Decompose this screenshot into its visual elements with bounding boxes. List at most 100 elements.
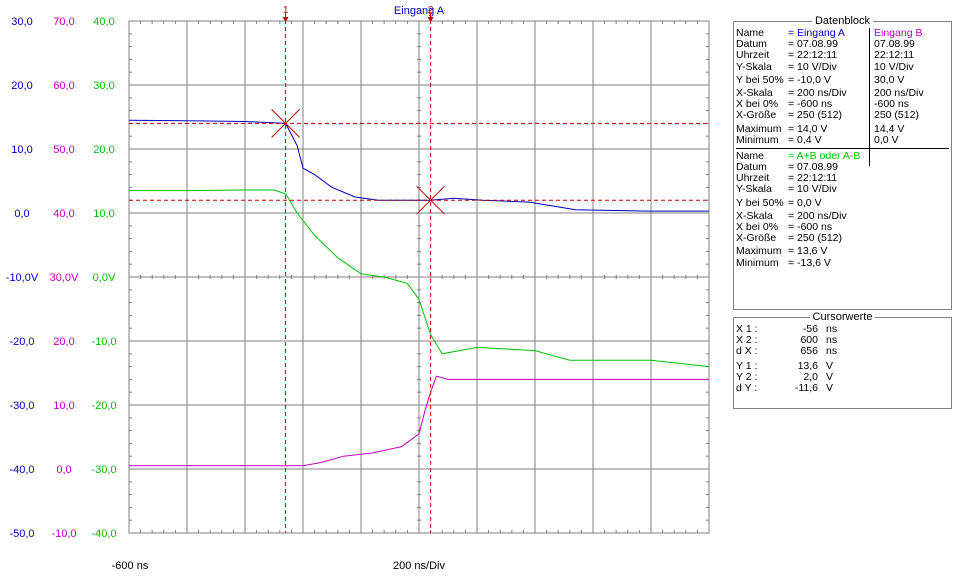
value-eingang-a: = 22:12:11 (788, 49, 838, 62)
value-eingang-a: = Eingang A (788, 27, 845, 39)
row-label: Maximum (736, 245, 782, 258)
row-label: X bei 0% (736, 98, 779, 111)
cursor-row-unit: ns (826, 334, 838, 347)
value-a-plus-b: = 13,6 V (788, 245, 828, 258)
value-eingang-a: = -10,0 V (788, 73, 831, 86)
axis-a-tick-label: -30,0 (9, 400, 34, 412)
cursor-1-marker (282, 17, 289, 22)
value-eingang-a: = 200 ns/Div (788, 86, 847, 99)
axis-ab-tick-label: 20,0 (93, 144, 114, 156)
datenblock-row: Uhrzeit = 22:12:11 22:12:11 (736, 50, 949, 61)
axis-b-tick-label: 10,0 (53, 400, 74, 412)
cursor-2-marker (427, 17, 434, 22)
axis-a-tick-label: -40,0 (9, 464, 34, 476)
datenblock-row: X-Größe = 250 (512) 250 (512) (736, 110, 949, 121)
axis-ab-tick-label: -40,0 (91, 528, 116, 540)
datenblock-row: Maximum = 14,0 V 14,4 V (736, 122, 949, 135)
cursor-row-label: X 2 : (736, 334, 758, 347)
value-a-plus-b: = 10 V/Div (788, 183, 837, 196)
datenblock-row-ab: Maximum = 13,6 V (736, 246, 949, 257)
value-eingang-a: = 14,0 V (788, 122, 828, 135)
axis-a-tick-label: -10,0V (6, 272, 39, 284)
trace-title: Eingang A (394, 5, 445, 17)
datenblock-section-a: Name = Eingang A Eingang B Datum = 07.08.99 0… (736, 27, 949, 269)
value-eingang-a: = 250 (512) (788, 109, 842, 122)
value-a-plus-b: = 07.08.99 (788, 161, 838, 174)
value-eingang-b: 250 (512) (874, 109, 919, 122)
cursorwerte-row: Y 1 : 13,6 V (736, 359, 949, 372)
cursor-row-value: 600 (800, 334, 818, 347)
value-eingang-a: = 10 V/Div (788, 60, 837, 73)
row-label: Y bei 50% (736, 196, 784, 209)
axis-ab-tick-label: 40,0 (93, 16, 114, 28)
value-eingang-b: 14,4 V (874, 122, 905, 135)
value-eingang-b: 200 ns/Div (874, 86, 924, 99)
cursor-2-label: 2 (428, 5, 434, 16)
cursor-row-value: 656 (800, 345, 818, 358)
cursorwerte-row: X 1 : -56 ns (736, 323, 949, 335)
row-label: X-Größe (736, 109, 777, 122)
datenblock-row: Y bei 50% = -10,0 V 30,0 V (736, 73, 949, 86)
cursor-row-label: d Y : (736, 381, 758, 394)
cursor-row-value: 13,6 (797, 359, 818, 372)
datenblock-panel: Datenblock Name = Eingang A Eingang B Datum… (733, 15, 952, 310)
axis-ab-tick-label: 30,0 (93, 80, 114, 92)
cursorwerte-panel: Cursorwerte X 1 : -56 ns X 2 : 600 ns d X : 656… (733, 311, 952, 409)
axis-a-tick-label: 30,0 (11, 16, 32, 28)
axis-a-tick-label: 10,0 (11, 144, 32, 156)
section-divider (736, 147, 949, 149)
cursorwerte-title: Cursorwerte (809, 311, 876, 323)
value-eingang-a: = -600 ns (788, 98, 833, 111)
axis-a-tick-label: 20,0 (11, 80, 32, 92)
axis-b-tick-label: 0,0 (56, 464, 71, 476)
row-label: Minimum (736, 133, 779, 146)
datenblock-row: Y-Skala = 10 V/Div 10 V/Div (736, 60, 949, 73)
cursor-row-value: -11,6 (794, 381, 818, 394)
datenblock-row-ab: X-Größe = 250 (512) (736, 232, 949, 245)
datenblock-row-ab: Name = A+B oder A-B (736, 149, 949, 162)
value-eingang-b: 07.08.99 (874, 38, 915, 51)
value-eingang-b: -600 ns (874, 98, 910, 111)
datenblock-row: X bei 0% = -600 ns -600 ns (736, 98, 949, 111)
value-a-plus-b: = -13,6 V (788, 256, 831, 269)
row-label: Y bei 50% (736, 73, 784, 86)
row-label: X bei 0% (736, 221, 779, 233)
datenblock-row-ab: X bei 0% = -600 ns (736, 221, 949, 233)
row-label: X-Skala (736, 86, 773, 99)
value-a-plus-b: = 250 (512) (788, 232, 842, 245)
datenblock-row-ab: Y-Skala = 10 V/Div (736, 184, 949, 195)
datenblock-row: X-Skala = 200 ns/Div 200 ns/Div (736, 86, 949, 99)
value-eingang-a: = 0,4 V (788, 133, 822, 146)
cursor-row-unit: V (826, 381, 834, 394)
axis-b-tick-label: 30,0V (50, 272, 79, 284)
value-a-plus-b: = 22:12:11 (788, 172, 838, 185)
datenblock-row-ab: Uhrzeit = 22:12:11 (736, 173, 949, 184)
row-label: X-Skala (736, 209, 773, 222)
cursorwerte-row: Y 2 : 2,0 V (736, 371, 949, 383)
axis-ab-tick-label: -20,0 (91, 400, 116, 412)
axis-b-tick-label: -10,0 (51, 528, 76, 540)
cursorwerte-row: X 2 : 600 ns (736, 334, 949, 347)
value-a-plus-b: = 200 ns/Div (788, 209, 847, 222)
cursor-1-cross (271, 109, 300, 138)
row-label: Name (736, 149, 765, 162)
cursorwerte-row: d X : 656 ns (736, 346, 949, 357)
cursor-1-label: 1 (283, 5, 289, 16)
datenblock-row-ab: X-Skala = 200 ns/Div (736, 209, 949, 222)
value-eingang-b: 10 V/Div (874, 60, 914, 73)
axis-b-tick-label: 60,0 (53, 80, 74, 92)
datenblock-row: Name = Eingang A Eingang B (736, 27, 949, 39)
axis-ab-tick-label: -10,0 (91, 336, 116, 348)
datenblock-row-ab: Datum = 07.08.99 (736, 161, 949, 174)
axis-b-tick-label: 20,0 (53, 336, 74, 348)
cursor-row-unit: ns (826, 323, 838, 335)
value-eingang-b: 22:12:11 (874, 49, 915, 62)
cursor-row-label: Y 1 : (736, 359, 758, 372)
datenblock-row-ab: Y bei 50% = 0,0 V (736, 196, 949, 209)
cursor-row-unit: V (826, 359, 834, 372)
value-eingang-a: = 07.08.99 (788, 38, 838, 51)
row-label: Datum (736, 161, 767, 174)
cursor-row-value: -56 (802, 323, 818, 335)
value-eingang-b: 0,0 V (874, 133, 899, 146)
series-2-line (129, 375, 709, 467)
